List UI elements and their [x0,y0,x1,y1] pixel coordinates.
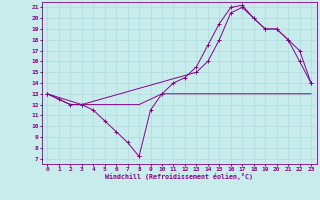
X-axis label: Windchill (Refroidissement éolien,°C): Windchill (Refroidissement éolien,°C) [105,173,253,180]
